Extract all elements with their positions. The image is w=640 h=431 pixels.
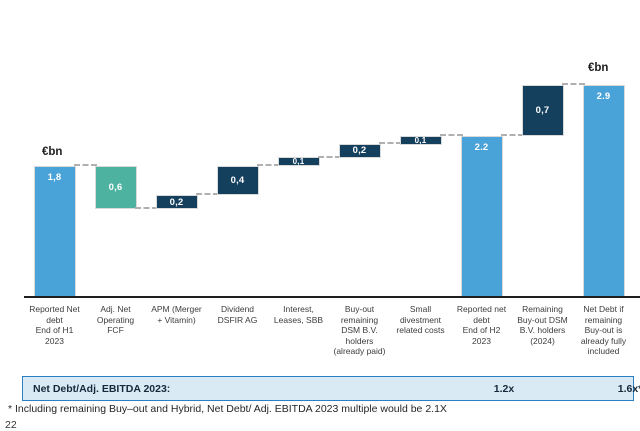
- bar-value-label: 0,2: [169, 196, 184, 208]
- axis-label: Interest, Leases, SBB: [273, 304, 324, 325]
- axis-label: Reported net debt End of H2 2023: [456, 304, 507, 346]
- ratio-value-if-fully-included: 1.6x*: [617, 382, 640, 395]
- axis-label: Buy-out remaining DSM B.V. holders (already …: [333, 304, 386, 357]
- bar-value-label: 2.2: [474, 142, 489, 154]
- axis-label: Adj. Net Operating FCF: [96, 304, 135, 336]
- bar-value-label: 0,6: [108, 181, 123, 193]
- waterfall-connector: [500, 134, 524, 137]
- page-number: 22: [5, 419, 17, 431]
- waterfall-bar-increase: 0,2: [155, 194, 198, 210]
- waterfall-bar-increase: 0,7: [521, 85, 564, 137]
- axis-label: Reported Net debt End of H1 2023: [29, 304, 80, 346]
- waterfall-connector: [561, 83, 585, 86]
- waterfall-connector: [378, 141, 402, 144]
- ratio-strip: Net Debt/Adj. EBITDA 2023: 1.2x 1.6x*: [22, 376, 640, 401]
- waterfall-bar-total: 2.2: [460, 136, 503, 297]
- waterfall-connector: [256, 163, 280, 166]
- bar-value-label: 0,4: [230, 174, 245, 186]
- waterfall-bar-increase: 0,2: [338, 143, 381, 159]
- axis-label: APM (Merger + Vitamin): [151, 304, 202, 325]
- bar-value-label: 0,2: [352, 145, 367, 157]
- waterfall-bar-increase: 0,1: [399, 135, 442, 145]
- bar-value-label: 0,1: [414, 135, 427, 145]
- x-axis-line: [24, 296, 640, 298]
- ratio-value-h2-2023: 1.2x: [493, 382, 515, 395]
- waterfall-connector: [195, 192, 219, 195]
- waterfall-connector: [134, 207, 158, 210]
- footnote: * Including remaining Buy–out and Hybrid…: [8, 403, 447, 415]
- axis-label: Small divestment related costs: [396, 304, 445, 336]
- bar-value-label: 1,8: [47, 171, 62, 183]
- bar-value-label: 0,7: [535, 105, 550, 117]
- axis-label: Net Debt if remaining Buy-out is already fu…: [580, 304, 627, 357]
- unit-label-right: €bn: [588, 62, 609, 74]
- bar-value-label: 0,1: [292, 157, 305, 167]
- waterfall-connector: [73, 163, 97, 166]
- axis-label: Remaining Buy-out DSM B.V. holders (2024): [517, 304, 568, 346]
- unit-label-left: €bn: [42, 146, 63, 158]
- ratio-strip-label: Net Debt/Adj. EBITDA 2023:: [33, 382, 171, 395]
- bar-value-label: 2.9: [596, 91, 611, 103]
- waterfall-bar-increase: 0,1: [277, 157, 320, 167]
- waterfall-bar-increase: 0,4: [216, 165, 259, 195]
- waterfall-connector: [317, 156, 341, 159]
- waterfall-connector: [439, 134, 463, 137]
- waterfall-bar-total: 2.9: [582, 85, 625, 297]
- waterfall-bar-decrease: 0,6: [94, 165, 137, 210]
- axis-label: Dividend DSFIR AG: [217, 304, 258, 325]
- waterfall-bar-total: 1,8: [33, 165, 76, 297]
